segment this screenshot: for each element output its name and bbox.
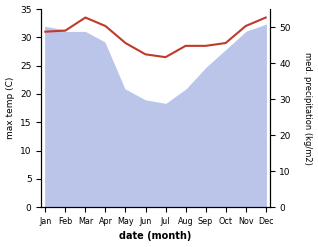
X-axis label: date (month): date (month) bbox=[119, 231, 192, 242]
Y-axis label: max temp (C): max temp (C) bbox=[5, 77, 15, 139]
Y-axis label: med. precipitation (kg/m2): med. precipitation (kg/m2) bbox=[303, 52, 313, 165]
